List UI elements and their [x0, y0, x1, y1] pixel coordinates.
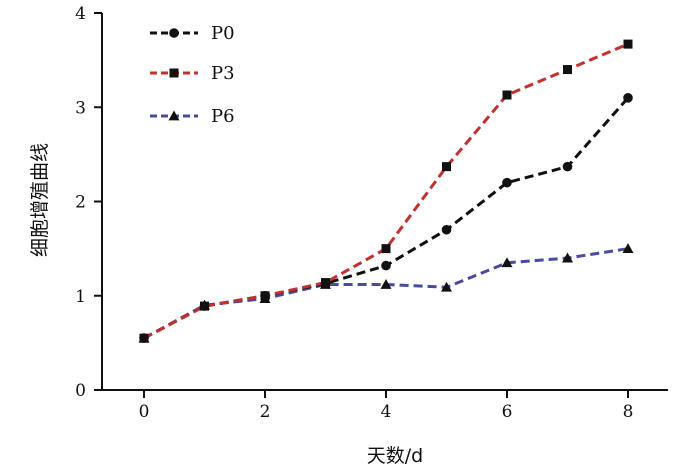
point-p3-0	[139, 333, 149, 343]
x-tick-label-4: 4	[381, 402, 392, 422]
x-tick-label-0: 0	[139, 402, 150, 422]
legend-label-p0: P0	[211, 23, 235, 44]
point-p0-4	[381, 260, 391, 271]
ticks: 0 2 4 6 8 0 1 2 3 4	[75, 4, 633, 422]
point-p6-6	[501, 257, 513, 268]
point-p0-7	[562, 161, 573, 172]
point-p0-6	[502, 177, 512, 188]
y-tick-label-4: 4	[75, 4, 86, 24]
point-p0-8	[623, 93, 633, 103]
point-p0-5	[441, 224, 452, 235]
point-p6-5	[441, 281, 452, 292]
series-line-p0	[143, 96, 630, 340]
legend: P0 P3 P6	[150, 23, 235, 127]
axes	[101, 13, 668, 391]
point-p3-6	[502, 90, 512, 100]
y-tick-label-1: 1	[75, 287, 86, 307]
x-tick-label-2: 2	[260, 402, 271, 422]
y-tick-label-0: 0	[75, 381, 86, 401]
y-tick-label-2: 2	[75, 193, 86, 213]
series-line-p3	[143, 42, 629, 340]
legend-label-p3: P3	[211, 63, 235, 84]
point-p3-1	[200, 301, 209, 311]
series-lines	[143, 42, 630, 340]
point-p6-7	[562, 252, 573, 263]
x-axis-title: 天数/d	[367, 445, 423, 467]
point-p6-8	[622, 243, 634, 254]
point-p3-4	[381, 244, 391, 254]
point-p3-5	[442, 162, 451, 172]
point-p3-7	[563, 65, 572, 75]
point-p3-2	[260, 291, 270, 301]
point-p6-4	[380, 278, 392, 289]
x-tick-label-8: 8	[623, 402, 634, 422]
y-tick-label-3: 3	[75, 98, 86, 118]
y-axis-title: 细胞增殖曲线	[29, 143, 51, 257]
point-p3-8	[623, 39, 633, 49]
legend-marker-p3	[169, 68, 179, 78]
legend-marker-p6	[168, 110, 180, 121]
point-p3-3	[321, 278, 330, 288]
legend-label-p6: P6	[211, 106, 235, 127]
legend-marker-p0	[169, 28, 179, 38]
series-markers	[138, 39, 634, 343]
x-tick-label-6: 6	[502, 402, 513, 422]
